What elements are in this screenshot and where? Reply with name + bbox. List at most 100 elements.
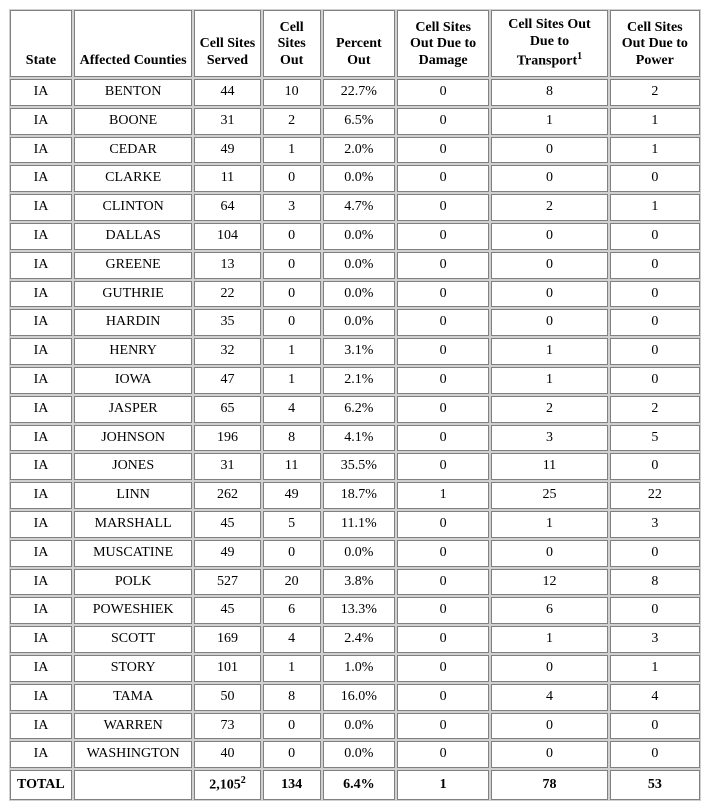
served-cell: 47 [194, 367, 260, 394]
pwr-cell: 1 [610, 194, 700, 221]
pwr-cell: 0 [610, 741, 700, 768]
table-row: IABOONE3126.5%011 [10, 108, 700, 135]
state-cell: IA [10, 597, 72, 624]
served-cell: 169 [194, 626, 260, 653]
state-cell: IA [10, 511, 72, 538]
dmg-cell: 0 [397, 223, 489, 250]
dmg-cell: 0 [397, 396, 489, 423]
dmg-cell: 0 [397, 626, 489, 653]
county-cell: SCOTT [74, 626, 192, 653]
served-cell: 13 [194, 252, 260, 279]
state-cell: IA [10, 223, 72, 250]
out-cell: 0 [263, 165, 321, 192]
served-cell: 31 [194, 453, 260, 480]
table-row: IAHENRY3213.1%010 [10, 338, 700, 365]
pct-cell: 13.3% [323, 597, 395, 624]
served-footnote-marker: 2 [241, 775, 246, 786]
pct-cell: 2.1% [323, 367, 395, 394]
pct-cell: 3.8% [323, 569, 395, 596]
pwr-cell: 0 [610, 252, 700, 279]
county-cell: LINN [74, 482, 192, 509]
dmg-cell: 1 [397, 482, 489, 509]
pct-cell: 6.2% [323, 396, 395, 423]
table-row: IAJOHNSON19684.1%035 [10, 425, 700, 452]
dmg-cell: 0 [397, 79, 489, 106]
served-cell: 196 [194, 425, 260, 452]
table-row: IASTORY10111.0%001 [10, 655, 700, 682]
county-cell: JASPER [74, 396, 192, 423]
state-cell: IA [10, 108, 72, 135]
col-out-damage: Cell Sites Out Due to Damage [397, 10, 489, 77]
dmg-cell: 0 [397, 684, 489, 711]
trn-cell: 0 [491, 281, 607, 308]
dmg-cell: 0 [397, 194, 489, 221]
pwr-cell: 0 [610, 597, 700, 624]
county-cell: GREENE [74, 252, 192, 279]
pct-cell: 18.7% [323, 482, 395, 509]
pct-cell: 0.0% [323, 252, 395, 279]
county-cell: JONES [74, 453, 192, 480]
served-cell: 32 [194, 338, 260, 365]
table-row: IAMARSHALL45511.1%013 [10, 511, 700, 538]
pwr-cell: 0 [610, 309, 700, 336]
total-county [74, 770, 192, 799]
trn-cell: 1 [491, 626, 607, 653]
dmg-cell: 0 [397, 338, 489, 365]
pwr-cell: 0 [610, 540, 700, 567]
trn-cell: 11 [491, 453, 607, 480]
pct-cell: 0.0% [323, 713, 395, 740]
pwr-cell: 0 [610, 223, 700, 250]
pct-cell: 4.7% [323, 194, 395, 221]
pct-cell: 6.5% [323, 108, 395, 135]
pct-cell: 1.0% [323, 655, 395, 682]
county-cell: POWESHIEK [74, 597, 192, 624]
out-cell: 1 [263, 655, 321, 682]
table-row: IASCOTT16942.4%013 [10, 626, 700, 653]
pct-cell: 22.7% [323, 79, 395, 106]
table-row: IAPOWESHIEK45613.3%060 [10, 597, 700, 624]
county-cell: GUTHRIE [74, 281, 192, 308]
state-cell: IA [10, 453, 72, 480]
cell-sites-table: State Affected Counties Cell Sites Serve… [8, 8, 702, 802]
state-cell: IA [10, 713, 72, 740]
served-cell: 35 [194, 309, 260, 336]
county-cell: WARREN [74, 713, 192, 740]
out-cell: 8 [263, 425, 321, 452]
trn-cell: 0 [491, 540, 607, 567]
state-cell: IA [10, 252, 72, 279]
state-cell: IA [10, 684, 72, 711]
trn-cell: 0 [491, 309, 607, 336]
pwr-cell: 1 [610, 108, 700, 135]
total-label: TOTAL [10, 770, 72, 799]
trn-cell: 8 [491, 79, 607, 106]
county-cell: BENTON [74, 79, 192, 106]
state-cell: IA [10, 396, 72, 423]
table-row: IACEDAR4912.0%001 [10, 137, 700, 164]
out-cell: 2 [263, 108, 321, 135]
table-row: IAWARREN7300.0%000 [10, 713, 700, 740]
col-out-transport: Cell Sites Out Due to Transport1 [491, 10, 607, 77]
pct-cell: 2.0% [323, 137, 395, 164]
served-cell: 527 [194, 569, 260, 596]
pwr-cell: 0 [610, 367, 700, 394]
county-cell: BOONE [74, 108, 192, 135]
county-cell: STORY [74, 655, 192, 682]
out-cell: 3 [263, 194, 321, 221]
table-row: IACLINTON6434.7%021 [10, 194, 700, 221]
out-cell: 1 [263, 367, 321, 394]
served-cell: 31 [194, 108, 260, 135]
dmg-cell: 0 [397, 741, 489, 768]
pct-cell: 2.4% [323, 626, 395, 653]
state-cell: IA [10, 540, 72, 567]
state-cell: IA [10, 425, 72, 452]
county-cell: JOHNSON [74, 425, 192, 452]
out-cell: 20 [263, 569, 321, 596]
state-cell: IA [10, 741, 72, 768]
pwr-cell: 8 [610, 569, 700, 596]
out-cell: 0 [263, 741, 321, 768]
trn-cell: 1 [491, 108, 607, 135]
pct-cell: 4.1% [323, 425, 395, 452]
dmg-cell: 0 [397, 655, 489, 682]
out-cell: 5 [263, 511, 321, 538]
pct-cell: 16.0% [323, 684, 395, 711]
